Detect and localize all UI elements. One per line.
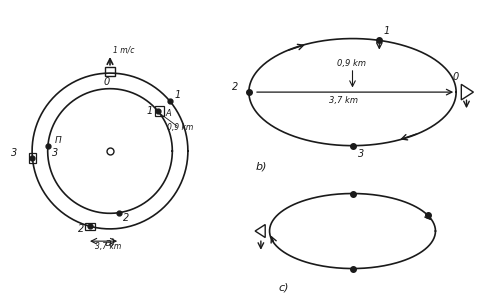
Text: c): c)	[278, 282, 289, 292]
Text: 3: 3	[358, 149, 364, 159]
Text: 2: 2	[232, 82, 238, 92]
Text: 1: 1	[174, 89, 180, 100]
Text: 2: 2	[78, 224, 84, 234]
Bar	[104, 67, 116, 76]
Bar	[155, 106, 164, 116]
Text: 0: 0	[453, 72, 460, 82]
Text: 0,9 km: 0,9 km	[167, 123, 194, 132]
Text: A: A	[166, 109, 172, 118]
Bar	[85, 223, 94, 230]
Text: 3,7 km: 3,7 km	[330, 96, 358, 105]
Text: a): a)	[104, 238, 116, 248]
Polygon shape	[255, 225, 265, 237]
Text: 0,9 km: 0,9 km	[337, 59, 366, 68]
Text: b): b)	[256, 162, 268, 172]
Text: 1: 1	[147, 106, 153, 116]
Text: 3,7 km: 3,7 km	[94, 242, 121, 251]
Text: 3: 3	[52, 148, 58, 158]
Text: 3: 3	[10, 149, 17, 159]
Text: 0: 0	[104, 77, 110, 87]
Polygon shape	[462, 84, 473, 100]
Text: 1 m/c: 1 m/c	[114, 45, 135, 54]
Bar	[29, 153, 36, 162]
Text: 1: 1	[384, 26, 390, 36]
Text: 2: 2	[124, 213, 130, 223]
Text: П: П	[54, 136, 62, 145]
